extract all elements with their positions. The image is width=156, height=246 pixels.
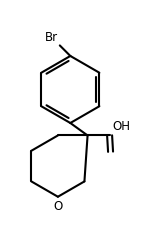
Text: O: O: [53, 200, 63, 213]
Text: Br: Br: [45, 31, 58, 45]
Text: OH: OH: [112, 120, 130, 133]
